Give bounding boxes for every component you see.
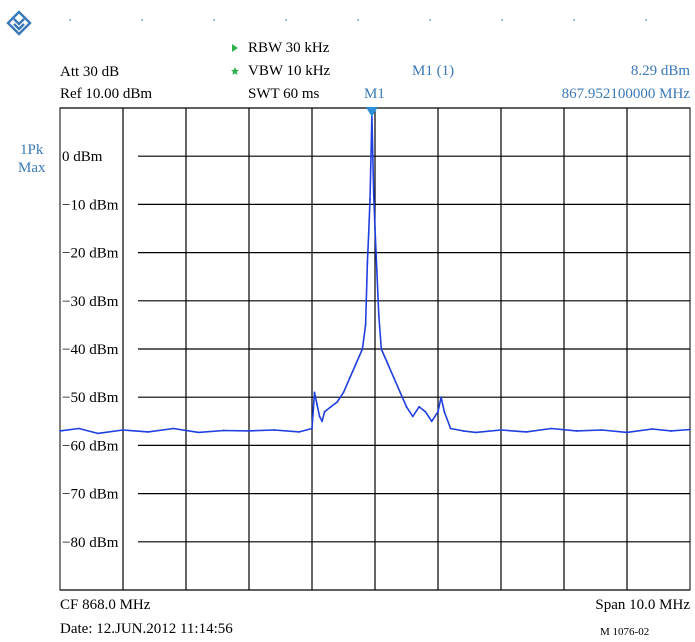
trace-point [462, 430, 465, 432]
title-dot [573, 19, 575, 21]
y-tick-label: −30 dBm [62, 294, 119, 310]
trace-point [474, 431, 477, 434]
trace-point [311, 427, 313, 430]
title-dot [645, 19, 647, 21]
title-dot [213, 19, 215, 21]
title-dot [141, 19, 143, 21]
rohde-schwarz-logo-icon [6, 10, 32, 36]
title-dot-row [69, 19, 647, 21]
title-dot [501, 19, 503, 21]
y-tick-label: −70 dBm [62, 487, 119, 503]
trace-point [147, 431, 150, 433]
trace-point [449, 427, 452, 430]
attenuation-label: Att 30 dB [60, 64, 120, 80]
marker-layer [365, 107, 378, 117]
trace-point [367, 232, 370, 235]
title-dot [357, 19, 359, 21]
trace-point [440, 396, 443, 399]
trace-point [364, 324, 367, 326]
trace-point [600, 429, 603, 431]
trace-point [355, 362, 357, 365]
trace-point [430, 420, 433, 423]
trace-point [342, 391, 345, 394]
trace-point [197, 431, 200, 434]
document-id-label: M 1076-02 [600, 626, 650, 638]
marker-tag-label: M1 [364, 86, 385, 102]
y-tick-label: −10 dBm [62, 197, 119, 213]
trace-point [405, 405, 408, 408]
title-dot [69, 19, 71, 21]
y-tick-label: −60 dBm [62, 438, 119, 454]
trace-point [374, 227, 376, 230]
reference-level-label: Ref 10.00 dBm [60, 86, 153, 102]
y-tick-labels: 0 dBm −10 dBm −20 dBm −30 dBm −40 dBm −50 dBm… [62, 149, 119, 551]
trace-point [424, 410, 427, 413]
trace-point [172, 427, 175, 430]
trace-point [122, 429, 124, 431]
trace-point [348, 377, 351, 379]
trace-mode-label: Max [18, 160, 46, 176]
center-frequency-label: CF 868.0 MHz [60, 597, 151, 613]
rbw-label: RBW 30 kHz [248, 40, 330, 56]
trace-point [375, 270, 378, 273]
marker-m1-icon [365, 107, 378, 117]
trace-point [670, 430, 672, 432]
trace-point [323, 410, 326, 413]
trace-point [437, 410, 439, 413]
y-tick-label: −50 dBm [62, 390, 119, 406]
marker-readout-label: M1 (1) [412, 63, 455, 79]
trace-point [411, 415, 414, 418]
detector-label: 1Pk [20, 142, 44, 158]
rbw-indicator-icon [232, 44, 238, 52]
trace-point [393, 377, 395, 379]
trace-point [500, 429, 502, 431]
date-label: Date: 12.JUN.2012 11:14:56 [60, 621, 233, 637]
marker-level-value: 8.29 dBm [630, 63, 690, 79]
title-dot [285, 19, 287, 21]
y-tick-label: −20 dBm [62, 246, 119, 262]
trace-point [443, 410, 446, 413]
marker-frequency-value: 867.952100000 MHz [561, 86, 690, 102]
trace-point [321, 420, 323, 423]
trace-point [626, 431, 628, 434]
trace-point [369, 198, 371, 201]
trace-point [525, 431, 528, 433]
trace-point [689, 428, 691, 431]
trace-point [222, 429, 225, 432]
trace-point [651, 428, 654, 430]
trace-point [316, 403, 318, 406]
trace-point [313, 391, 316, 394]
trace-point [377, 314, 380, 317]
trace-point [298, 431, 301, 433]
trace-point [575, 430, 578, 432]
plot-grid [59, 107, 691, 591]
trace-point [380, 348, 383, 350]
trace-point [330, 405, 332, 408]
trace-point [399, 391, 402, 394]
trace-point [418, 405, 420, 408]
trace-point [372, 193, 375, 196]
trace-point [273, 429, 276, 431]
sweep-time-label: SWT 60 ms [248, 86, 320, 102]
vbw-indicator-icon [231, 67, 239, 75]
y-tick-label: −80 dBm [62, 535, 119, 551]
trace-point [96, 432, 99, 435]
span-label: Span 10.0 MHz [595, 597, 690, 613]
y-tick-label: −40 dBm [62, 342, 119, 358]
y-tick-label: 0 dBm [62, 149, 103, 165]
title-dot [429, 19, 431, 21]
trace-point [59, 430, 61, 432]
trace-point [366, 261, 369, 264]
trace-point [318, 415, 321, 418]
trace-point [386, 362, 389, 365]
vbw-label: VBW 10 kHz [248, 63, 331, 79]
trace-point [78, 427, 80, 430]
trace-point [550, 427, 553, 430]
trace-layer [59, 115, 691, 435]
trace-line [59, 115, 691, 435]
trace-point [248, 430, 250, 432]
trace-point [361, 348, 364, 350]
trace-point [336, 401, 339, 403]
